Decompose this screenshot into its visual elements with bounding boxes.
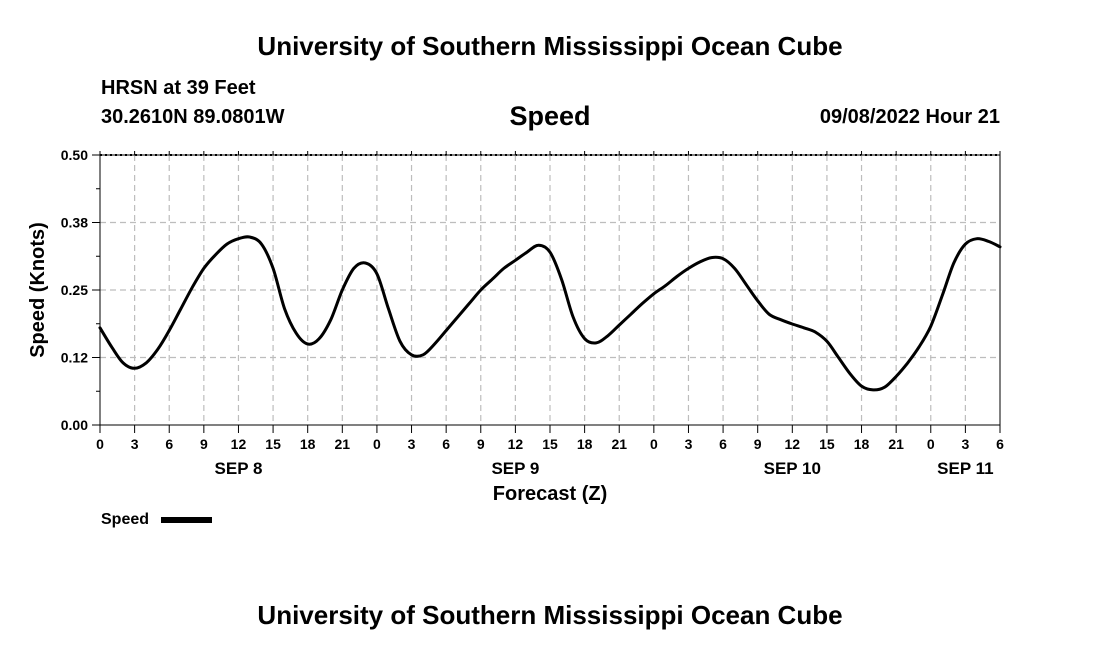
y-axis-label: Speed (Knots) — [27, 222, 49, 358]
y-tick-labels: 0.00 0.12 0.25 0.38 0.50 — [61, 147, 88, 433]
x-tick-label: 12 — [785, 436, 801, 452]
legend-label: Speed — [101, 511, 149, 528]
x-tick-label: 9 — [754, 436, 762, 452]
x-tick-label: 6 — [996, 436, 1004, 452]
axis-ticks — [92, 151, 1001, 433]
x-tick-label: 0 — [927, 436, 935, 452]
x-tick-label: 3 — [685, 436, 693, 452]
x-tick-label: 3 — [408, 436, 416, 452]
x-tick-label: 18 — [300, 436, 316, 452]
chart-title: Speed — [509, 101, 591, 131]
x-tick-label: 21 — [335, 436, 351, 452]
x-axis-label: Forecast (Z) — [493, 483, 607, 505]
date-label: SEP 9 — [491, 459, 539, 478]
x-tick-label: 3 — [131, 436, 139, 452]
date-label: SEP 11 — [937, 459, 993, 478]
date-labels: SEP 8 SEP 9 SEP 10 SEP 11 — [215, 459, 994, 478]
date-label: SEP 10 — [764, 459, 821, 478]
x-tick-label: 6 — [442, 436, 450, 452]
x-tick-label: 0 — [373, 436, 381, 452]
x-tick-label: 6 — [719, 436, 727, 452]
legend: Speed — [101, 511, 212, 528]
forecast-datetime: 09/08/2022 Hour 21 — [819, 106, 1000, 128]
speed-series-line — [98, 235, 1002, 392]
x-tick-label: 6 — [165, 436, 173, 452]
date-label: SEP 8 — [215, 459, 263, 478]
x-tick-label: 0 — [96, 436, 104, 452]
x-tick-label: 12 — [508, 436, 524, 452]
y-tick-label: 0.00 — [61, 417, 88, 433]
y-tick-label: 0.50 — [61, 147, 88, 163]
station-name: HRSN at 39 Feet — [101, 77, 256, 99]
x-tick-label: 9 — [477, 436, 485, 452]
x-tick-label: 18 — [854, 436, 870, 452]
plot-frame — [99, 154, 1001, 426]
main-title: University of Southern Mississippi Ocean… — [257, 31, 843, 61]
footer-title: University of Southern Mississippi Ocean… — [257, 600, 843, 630]
x-tick-label: 15 — [265, 436, 281, 452]
y-tick-label: 0.12 — [61, 350, 88, 366]
x-tick-label: 0 — [650, 436, 658, 452]
x-tick-label: 15 — [542, 436, 558, 452]
station-coordinates: 30.2610N 89.0801W — [101, 106, 285, 128]
y-tick-label: 0.38 — [61, 215, 88, 231]
x-tick-label: 9 — [200, 436, 208, 452]
x-tick-label: 21 — [888, 436, 904, 452]
x-tick-label: 12 — [231, 436, 247, 452]
x-tick-label: 3 — [961, 436, 969, 452]
grid-lines — [100, 154, 1000, 425]
x-tick-label: 15 — [819, 436, 835, 452]
x-tick-label: 18 — [577, 436, 593, 452]
x-tick-labels: 0 3 6 9 12 15 18 21 0 3 6 9 12 15 18 21 0 3 6 9 12 15 18 21 0 3 6 — [96, 436, 1004, 452]
y-tick-label: 0.25 — [61, 282, 88, 298]
x-tick-label: 21 — [611, 436, 627, 452]
